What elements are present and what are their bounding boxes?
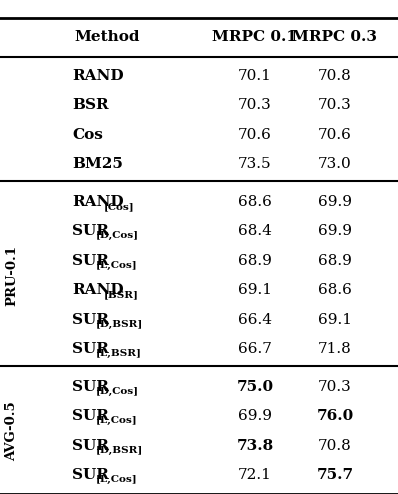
Text: 70.3: 70.3 [318,380,352,394]
Text: [D,Cos]: [D,Cos] [96,387,139,396]
Text: RAND: RAND [72,195,124,209]
Text: SUR: SUR [72,468,109,482]
Text: 68.9: 68.9 [318,254,352,268]
Text: 68.6: 68.6 [318,283,352,297]
Text: PRU-0.1: PRU-0.1 [6,245,18,306]
Text: 69.9: 69.9 [318,195,352,209]
Text: [BSR]: [BSR] [103,290,139,299]
Text: 70.6: 70.6 [318,128,352,142]
Text: SUR: SUR [72,342,109,356]
Text: AVG-0.5: AVG-0.5 [6,401,18,461]
Text: [L,BSR]: [L,BSR] [96,349,141,358]
Text: 73.5: 73.5 [238,157,272,171]
Text: 66.4: 66.4 [238,313,272,327]
Text: 70.8: 70.8 [318,439,352,453]
Text: [D,Cos]: [D,Cos] [96,231,139,240]
Text: BM25: BM25 [72,157,123,171]
Text: [L,Cos]: [L,Cos] [96,416,137,425]
Text: 68.9: 68.9 [238,254,272,268]
Text: SUR: SUR [72,409,109,423]
Text: BSR: BSR [72,98,109,112]
Text: SUR: SUR [72,224,109,238]
Text: 69.1: 69.1 [318,313,352,327]
Text: 69.9: 69.9 [238,409,272,423]
Text: SUR: SUR [72,254,109,268]
Text: 73.8: 73.8 [236,439,273,453]
Text: SUR: SUR [72,439,109,453]
Text: MRPC 0.1: MRPC 0.1 [213,31,297,44]
Text: [D,BSR]: [D,BSR] [96,446,143,455]
Text: [L,Cos]: [L,Cos] [96,261,137,270]
Text: 69.9: 69.9 [318,224,352,238]
Text: [Cos]: [Cos] [103,202,134,211]
Text: 66.7: 66.7 [238,342,272,356]
Text: Cos: Cos [72,128,103,142]
Text: [D,BSR]: [D,BSR] [96,320,143,329]
Text: 70.8: 70.8 [318,69,352,83]
Text: 73.0: 73.0 [318,157,352,171]
Text: MRPC 0.3: MRPC 0.3 [293,31,377,44]
Text: 76.0: 76.0 [316,409,354,423]
Text: 72.1: 72.1 [238,468,272,482]
Text: 68.4: 68.4 [238,224,272,238]
Text: 75.7: 75.7 [316,468,353,482]
Text: SUR: SUR [72,380,109,394]
Text: [L,Cos]: [L,Cos] [96,475,137,484]
Text: Method: Method [74,31,140,44]
Text: SUR: SUR [72,313,109,327]
Text: 70.1: 70.1 [238,69,272,83]
Text: RAND: RAND [72,69,124,83]
Text: 70.3: 70.3 [318,98,352,112]
Text: 75.0: 75.0 [236,380,273,394]
Text: 71.8: 71.8 [318,342,352,356]
Text: RAND: RAND [72,283,124,297]
Text: 69.1: 69.1 [238,283,272,297]
Text: 70.3: 70.3 [238,98,272,112]
Text: 70.6: 70.6 [238,128,272,142]
Text: 68.6: 68.6 [238,195,272,209]
